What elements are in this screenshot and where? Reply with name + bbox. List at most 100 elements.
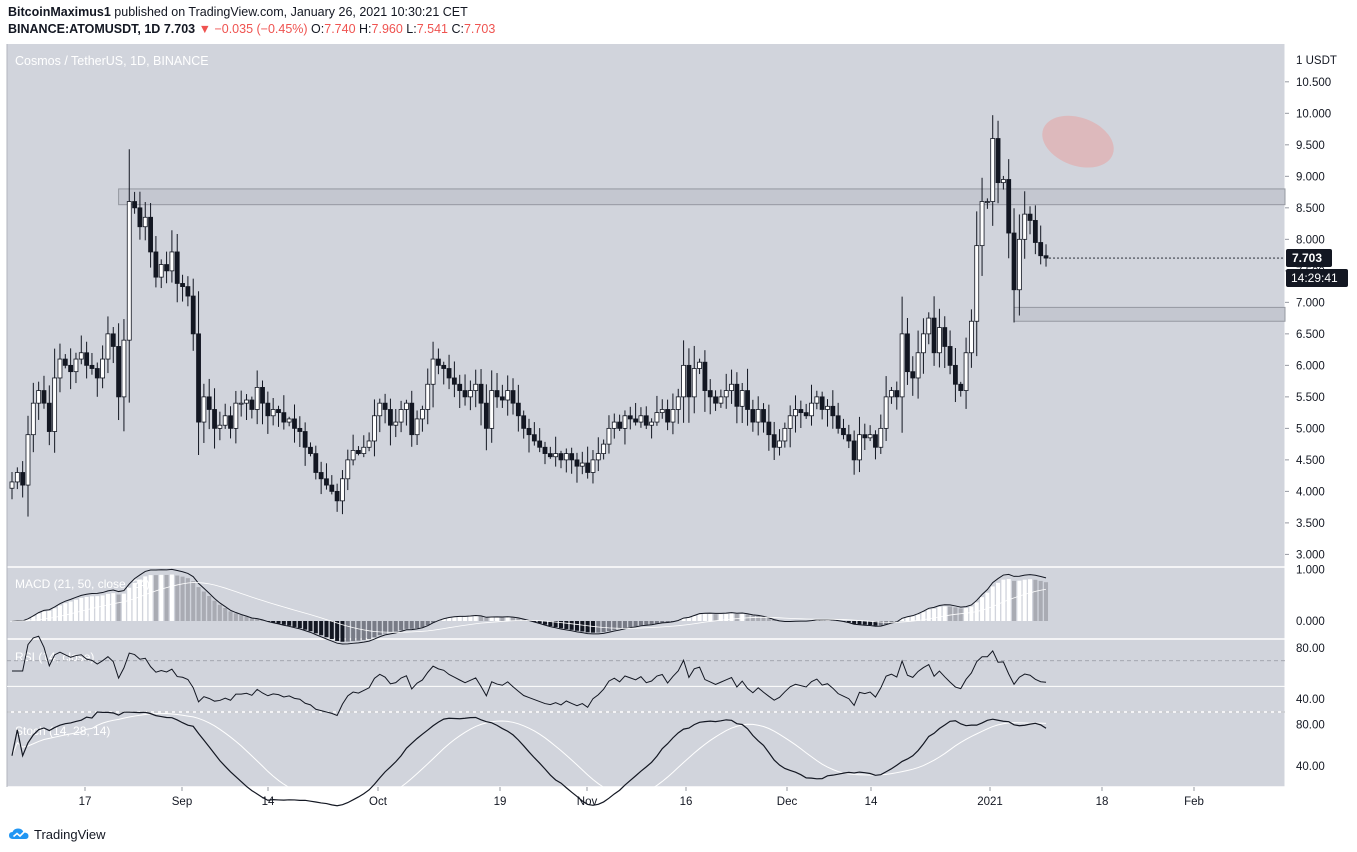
macd-bar	[345, 621, 350, 642]
macd-bar	[132, 582, 137, 621]
price-tick-label: 6.000	[1296, 360, 1325, 372]
macd-bar	[612, 621, 617, 630]
macd-bar	[601, 621, 606, 633]
macd-bar	[441, 618, 446, 621]
macd-bar	[335, 621, 340, 641]
macd-bar	[73, 599, 78, 621]
candle	[462, 390, 468, 398]
candle	[814, 396, 820, 404]
macd-bar	[127, 587, 132, 621]
macd-bar	[1033, 579, 1038, 621]
close-label: C:	[451, 22, 464, 36]
macd-tick-label: 0.000	[1296, 616, 1325, 628]
candle	[830, 405, 836, 417]
macd-bar	[207, 596, 212, 621]
candle	[89, 364, 95, 369]
macd-bar	[649, 621, 654, 625]
last-price-tag-label: 7.703	[1292, 251, 1322, 265]
candle	[585, 462, 591, 473]
candle	[196, 333, 201, 423]
price-tick-label: 5.000	[1296, 423, 1325, 435]
candle	[809, 402, 814, 417]
candle	[478, 383, 484, 404]
candle	[233, 402, 239, 429]
candle	[435, 358, 441, 366]
candle	[297, 427, 303, 432]
candle	[372, 415, 377, 442]
macd-bar	[574, 621, 579, 631]
macd-bar	[319, 621, 324, 636]
candle	[638, 415, 644, 423]
macd-bar	[276, 621, 281, 624]
time-tick-label: 16	[680, 796, 693, 808]
rsi-label: RSI (14, close)	[15, 650, 94, 664]
macd-bar	[900, 618, 905, 621]
macd-bar	[377, 621, 382, 636]
macd-bar	[409, 621, 414, 629]
macd-bar	[361, 621, 366, 640]
price-tick-label: 4.500	[1296, 455, 1325, 467]
candle	[984, 201, 990, 203]
candle	[793, 409, 798, 417]
candle	[105, 333, 111, 360]
macd-bar	[985, 592, 990, 621]
candle	[702, 361, 708, 391]
candle	[377, 402, 383, 417]
macd-bar	[857, 621, 862, 625]
macd-bar	[84, 596, 89, 621]
publish-text: published on TradingView.com, January 26…	[114, 5, 468, 19]
candle	[846, 434, 852, 442]
macd-bar	[969, 606, 974, 621]
candle	[164, 264, 169, 272]
candle	[1043, 255, 1049, 259]
candle	[611, 421, 617, 429]
candle	[819, 396, 825, 410]
macd-bar	[932, 608, 937, 621]
macd-bar	[921, 612, 926, 621]
resistance-zone	[118, 188, 1286, 206]
candle	[526, 427, 532, 436]
stoch-label: Stoch (14, 28, 14)	[15, 724, 110, 738]
macd-bar	[260, 620, 265, 621]
candle	[590, 459, 596, 473]
macd-bar	[292, 621, 297, 627]
candle	[313, 453, 319, 473]
macd-bar	[217, 604, 222, 621]
candle	[142, 216, 148, 228]
price-tick-label: 3.000	[1296, 549, 1325, 561]
tradingview-logo[interactable]: TradingView	[8, 824, 106, 844]
macd-bar	[297, 621, 302, 629]
macd-bar	[340, 621, 345, 642]
candle	[1006, 179, 1012, 234]
candle	[595, 453, 601, 461]
macd-bar	[996, 582, 1001, 621]
candle	[473, 383, 479, 391]
candle	[36, 390, 42, 404]
time-tick-label: Feb	[1184, 796, 1204, 808]
macd-bar	[862, 621, 867, 625]
price-tick-label: 10.000	[1296, 108, 1331, 120]
candle	[995, 138, 1001, 184]
macd-bar	[686, 617, 691, 621]
candles-group	[9, 115, 1049, 517]
macd-bar	[729, 613, 734, 621]
candle	[862, 434, 868, 439]
candle	[356, 450, 361, 454]
candle	[137, 207, 143, 228]
candle	[398, 409, 404, 423]
macd-bar	[734, 613, 739, 621]
macd-bar	[532, 621, 537, 622]
candle	[899, 333, 905, 398]
macd-bar	[223, 608, 228, 621]
candle	[910, 371, 916, 379]
candle	[1000, 179, 1006, 184]
candle	[345, 459, 351, 480]
candle	[643, 415, 649, 426]
price-tick-label: 7.000	[1296, 297, 1325, 309]
candle	[94, 368, 100, 379]
macd-bar	[425, 621, 430, 626]
author-name[interactable]: BitcoinMaximus1	[8, 5, 111, 19]
macd-bar	[820, 619, 825, 621]
candle	[1022, 213, 1028, 240]
